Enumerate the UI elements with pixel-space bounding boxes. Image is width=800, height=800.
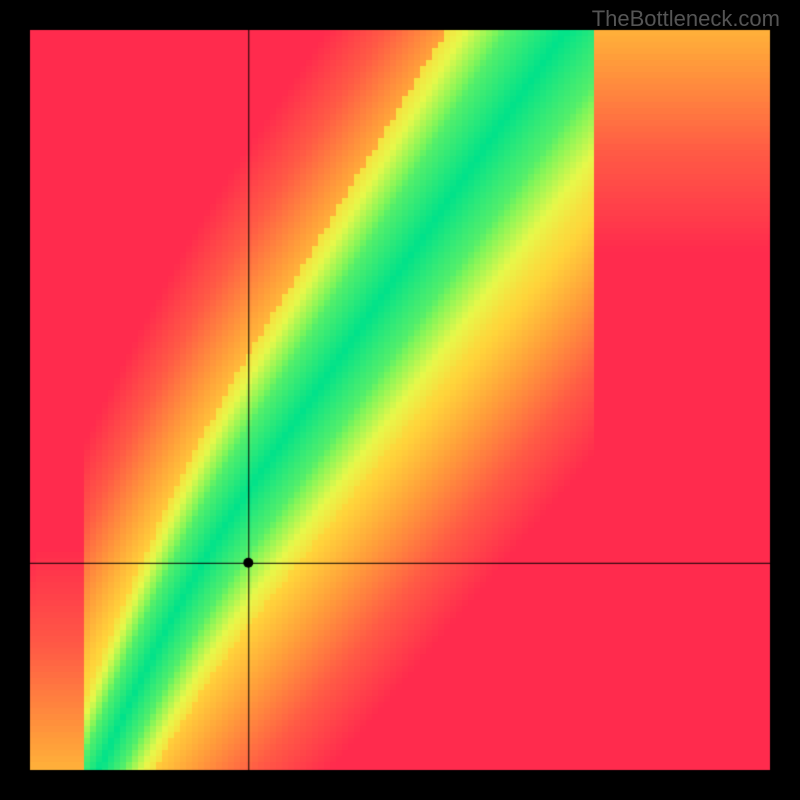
chart-container: TheBottleneck.com [0,0,800,800]
watermark-text: TheBottleneck.com [592,6,780,32]
heatmap-canvas [0,0,800,800]
